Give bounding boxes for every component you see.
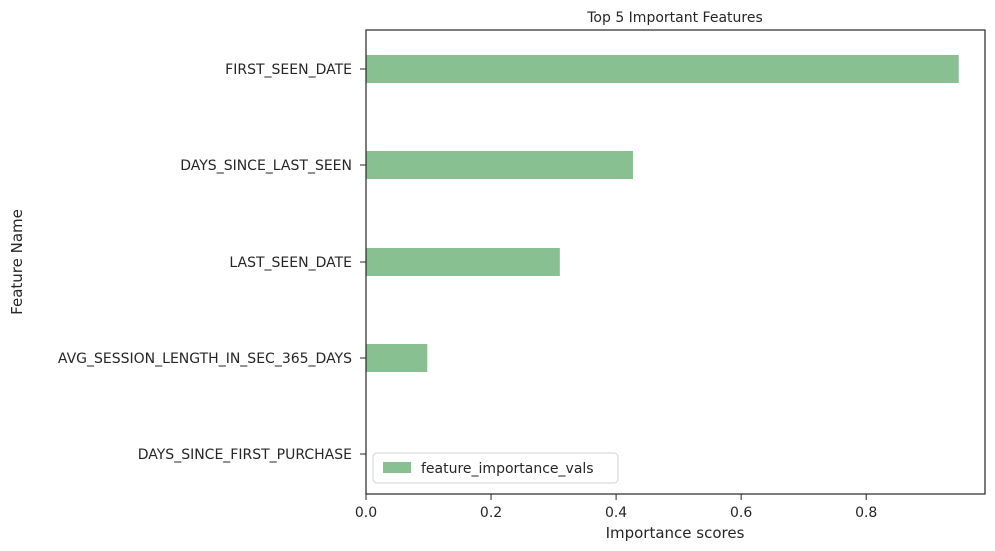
legend: feature_importance_vals	[372, 452, 619, 484]
x-tick-label: 0.4	[605, 505, 627, 521]
x-ticks: 0.0 0.2 0.4 0.6 0.8	[355, 494, 877, 521]
y-tick-label: DAYS_SINCE_FIRST_PURCHASE	[138, 447, 352, 463]
y-tick-label: DAYS_SINCE_LAST_SEEN	[180, 158, 352, 174]
x-axis-label: Importance scores	[606, 524, 745, 542]
y-tick-label: FIRST_SEEN_DATE	[225, 62, 352, 78]
legend-box	[372, 452, 619, 484]
bar	[366, 248, 560, 276]
bars-group	[366, 55, 959, 372]
x-tick-label: 0.6	[730, 505, 752, 521]
bar	[366, 151, 633, 179]
y-axis-label: Feature Name	[8, 209, 26, 315]
y-tick-label: AVG_SESSION_LENGTH_IN_SEC_365_DAYS	[58, 351, 352, 367]
x-tick-label: 0.2	[480, 505, 502, 521]
bar	[366, 344, 428, 372]
legend-label: feature_importance_vals	[421, 461, 594, 477]
bar	[366, 55, 959, 83]
x-tick-label: 0.0	[355, 505, 377, 521]
plot-frame	[365, 29, 986, 495]
x-tick-label: 0.8	[855, 505, 877, 521]
chart-title: Top 5 Important Features	[586, 10, 763, 26]
y-tick-labels: FIRST_SEEN_DATE DAYS_SINCE_LAST_SEEN LAST_…	[58, 62, 366, 463]
y-tick-label: LAST_SEEN_DATE	[229, 255, 352, 271]
legend-swatch	[383, 462, 411, 473]
